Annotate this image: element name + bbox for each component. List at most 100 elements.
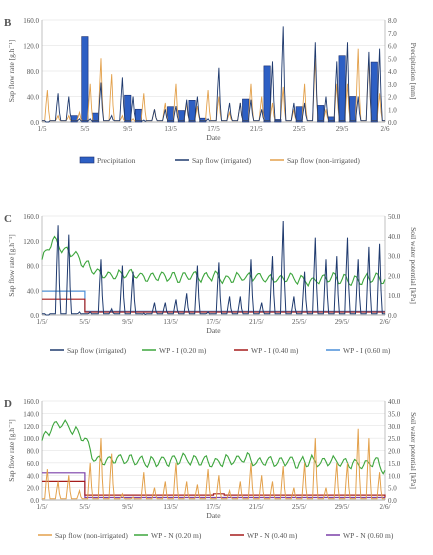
precipitation-bar bbox=[327, 116, 335, 123]
series-wp-n-060 bbox=[42, 472, 385, 499]
x-tick-label: 1/5/ bbox=[37, 503, 48, 511]
panel-letter: D bbox=[4, 398, 12, 410]
y-right-tick-label: 10.0 bbox=[388, 292, 401, 300]
chart-c: C 0.0 40.0 80.0 120.0 160.0 0.0 10.0 20.0 30.0 40.… bbox=[4, 213, 418, 355]
series-sap-non-irrigated bbox=[42, 48, 385, 122]
y-tick-label: 140.0 bbox=[23, 410, 39, 418]
y-right-tick-label: 7.0 bbox=[388, 30, 397, 38]
series-wp-n-020 bbox=[41, 419, 386, 475]
y-right-tick-label: 20.0 bbox=[388, 448, 401, 456]
y-tick-label: 60.0 bbox=[27, 460, 40, 468]
panel-c: C 0.0 40.0 80.0 120.0 160.0 0.0 10.0 20.0 30.0 40.… bbox=[0, 180, 433, 365]
y-right-tick-label: 30.0 bbox=[388, 253, 401, 261]
y-right-axis-label: Soil water potential [kPa] bbox=[409, 412, 418, 489]
y-right-tick-label: 25.0 bbox=[388, 435, 401, 443]
y-right-tick-label: 5.0 bbox=[388, 485, 397, 493]
x-tick-label: 9/5 bbox=[123, 125, 132, 133]
x-tick-label: 25/5 bbox=[293, 125, 306, 133]
series-sap-non-irrigated bbox=[42, 428, 385, 500]
y-right-tick-label: 8.0 bbox=[388, 17, 397, 25]
x-tick-label: 1/5 bbox=[38, 125, 47, 133]
x-tick-label: 29/5/ bbox=[335, 318, 349, 326]
series-wp-n-040 bbox=[42, 480, 386, 498]
y-axis-label: Sap flow rate [g.h⁻¹] bbox=[7, 234, 16, 296]
x-tick-label: 21/5/ bbox=[249, 503, 263, 511]
y-tick-label: 160.0 bbox=[23, 213, 39, 221]
legend-label: WP - N (0.60 m) bbox=[343, 531, 394, 540]
x-tick-label: 2/6/ bbox=[380, 503, 391, 511]
panel-letter: C bbox=[4, 213, 12, 225]
precipitation-bar bbox=[370, 61, 378, 123]
y-right-tick-label: 35.0 bbox=[388, 410, 401, 418]
precipitation-bar bbox=[167, 106, 175, 123]
x-tick-label: 21/5 bbox=[250, 125, 263, 133]
x-tick-label: 25/5/ bbox=[292, 503, 306, 511]
x-tick-label: 5/5 bbox=[80, 125, 89, 133]
x-tick-label: 17/5 bbox=[207, 125, 220, 133]
y-tick-label: 40.0 bbox=[27, 94, 40, 102]
y-right-tick-label: 6.0 bbox=[388, 43, 397, 51]
y-right-axis-label: Soil water potential [kPa] bbox=[409, 227, 418, 304]
precipitation-bar bbox=[263, 65, 271, 123]
series-wp-i-020 bbox=[41, 235, 386, 288]
legend-label: Sap flow (non-irrigated) bbox=[55, 531, 128, 540]
precipitation-bar bbox=[338, 55, 346, 123]
y-right-tick-label: 1.0 bbox=[388, 106, 397, 114]
precipitation-bar bbox=[242, 98, 250, 123]
x-tick-label: 17/5/ bbox=[206, 318, 220, 326]
legend-swatch bbox=[79, 156, 95, 164]
y-tick-label: 160.0 bbox=[23, 398, 39, 406]
y-tick-label: 0.0 bbox=[30, 312, 39, 320]
y-tick-label: 40.0 bbox=[27, 287, 40, 295]
legend-label: WP - I (0.40 m) bbox=[251, 346, 299, 355]
y-right-tick-label: 20.0 bbox=[388, 272, 401, 280]
x-tick-label: 2/6/ bbox=[380, 318, 391, 326]
x-tick-label: 25/5/ bbox=[292, 318, 306, 326]
y-tick-label: 120.0 bbox=[23, 43, 39, 51]
panel-b: B 0.0 40.0 80.0 120.0 160.0 0.0 1.0 2.0 3.0 4.0 5.0… bbox=[0, 0, 433, 180]
y-right-axis-label: Precipitation [mm] bbox=[409, 43, 418, 100]
precipitation-bar bbox=[349, 96, 357, 123]
panel-d: D 0.0 20.0 40.0 60.0 80.0 100.0 120.0 140.0 160.0… bbox=[0, 365, 433, 550]
y-right-tick-label: 40.0 bbox=[388, 233, 401, 241]
y-axis-label: Sap flow rate [g.h⁻¹] bbox=[7, 40, 16, 102]
precipitation-bar bbox=[124, 94, 132, 123]
x-tick-label: 13/5 bbox=[164, 125, 177, 133]
y-right-tick-label: 40.0 bbox=[388, 398, 401, 406]
legend-label: WP - N (0.40 m) bbox=[247, 531, 298, 540]
series-sap-irrigated bbox=[42, 26, 385, 123]
legend-label: WP - N (0.20 m) bbox=[151, 531, 202, 540]
x-tick-label: 21/5/ bbox=[249, 318, 263, 326]
y-tick-label: 80.0 bbox=[27, 448, 40, 456]
chart-b: B 0.0 40.0 80.0 120.0 160.0 0.0 1.0 2.0 3.0 4.0 5.0… bbox=[4, 17, 418, 165]
x-tick-label: 9/5/ bbox=[122, 318, 133, 326]
x-axis-label: Date bbox=[206, 326, 221, 335]
x-tick-label: 5/5/ bbox=[79, 503, 90, 511]
y-right-tick-label: 0.0 bbox=[388, 312, 397, 320]
y-right-tick-label: 5.0 bbox=[388, 55, 397, 63]
y-right-tick-label: 15.0 bbox=[388, 460, 401, 468]
y-tick-label: 80.0 bbox=[27, 263, 40, 271]
y-tick-label: 40.0 bbox=[27, 472, 40, 480]
legend-label: WP - I (0.60 m) bbox=[343, 346, 391, 355]
series-sap-irrigated bbox=[42, 220, 385, 316]
y-tick-label: 80.0 bbox=[27, 68, 40, 76]
y-axis-label: Sap flow rate [g.h⁻¹] bbox=[7, 419, 16, 481]
y-right-tick-label: 0.0 bbox=[388, 119, 397, 127]
y-tick-label: 0.0 bbox=[30, 119, 39, 127]
chart-d: D 0.0 20.0 40.0 60.0 80.0 100.0 120.0 140.0 160.0… bbox=[4, 398, 418, 540]
y-right-tick-label: 50.0 bbox=[388, 213, 401, 221]
legend-label: Sap flow (non-irrigated) bbox=[287, 156, 360, 165]
y-tick-label: 160.0 bbox=[23, 17, 39, 25]
x-tick-label: 29/5 bbox=[336, 125, 349, 133]
y-right-tick-label: 0.0 bbox=[388, 497, 397, 505]
precipitation-bar bbox=[81, 36, 89, 123]
y-tick-label: 20.0 bbox=[27, 485, 40, 493]
x-tick-label: 1/5/ bbox=[37, 318, 48, 326]
precipitation-bar bbox=[295, 106, 303, 123]
y-right-tick-label: 10.0 bbox=[388, 472, 401, 480]
y-tick-label: 120.0 bbox=[23, 423, 39, 431]
y-tick-label: 100.0 bbox=[23, 435, 39, 443]
x-axis-label: Date bbox=[206, 133, 221, 142]
x-tick-label: 13/5/ bbox=[163, 318, 177, 326]
